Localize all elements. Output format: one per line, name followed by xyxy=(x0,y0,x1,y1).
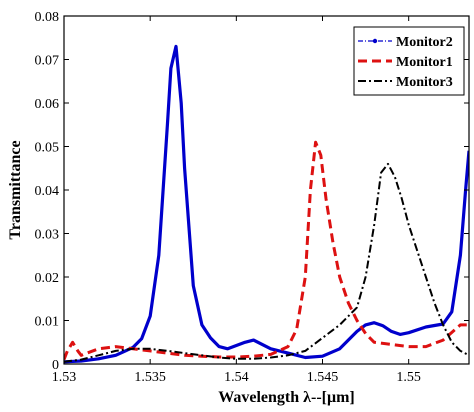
y-axis-label: Transmittance xyxy=(7,140,24,239)
y-tick-label: 0.04 xyxy=(35,184,60,199)
x-tick-label: 1.53 xyxy=(52,370,77,385)
y-tick-label: 0.03 xyxy=(35,228,60,243)
y-tick-label: 0.06 xyxy=(35,97,60,112)
series-line-monitor3 xyxy=(64,162,469,363)
x-tick-label: 1.535 xyxy=(134,370,166,385)
x-axis-label: Wavelength λ--[μm] xyxy=(218,389,354,406)
legend-label-monitor2: Monitor2 xyxy=(396,35,453,50)
axis-ticks: 1.53 1.535 1.54 1.545 1.55 0 0.01 0.02 0.03 0.04 0… xyxy=(35,10,469,385)
y-tick-label: 0.02 xyxy=(35,271,60,286)
legend: Monitor2 Monitor1 Monitor3 xyxy=(353,26,465,96)
x-tick-label: 1.54 xyxy=(224,370,249,385)
plot-area xyxy=(64,44,469,364)
series-line-monitor1 xyxy=(64,140,469,361)
y-tick-label: 0.07 xyxy=(35,54,60,69)
x-tick-label: 1.55 xyxy=(396,370,421,385)
series-line-monitor2 xyxy=(64,44,469,364)
y-tick-label: 0.05 xyxy=(35,141,60,156)
legend-marker-monitor2 xyxy=(372,38,378,44)
y-tick-label: 0.08 xyxy=(35,10,60,25)
y-tick-label: 0.01 xyxy=(35,315,60,330)
legend-label-monitor3: Monitor3 xyxy=(396,75,453,90)
x-tick-label: 1.545 xyxy=(307,370,339,385)
legend-label-monitor1: Monitor1 xyxy=(396,55,453,70)
y-tick-label: 0 xyxy=(52,358,59,373)
